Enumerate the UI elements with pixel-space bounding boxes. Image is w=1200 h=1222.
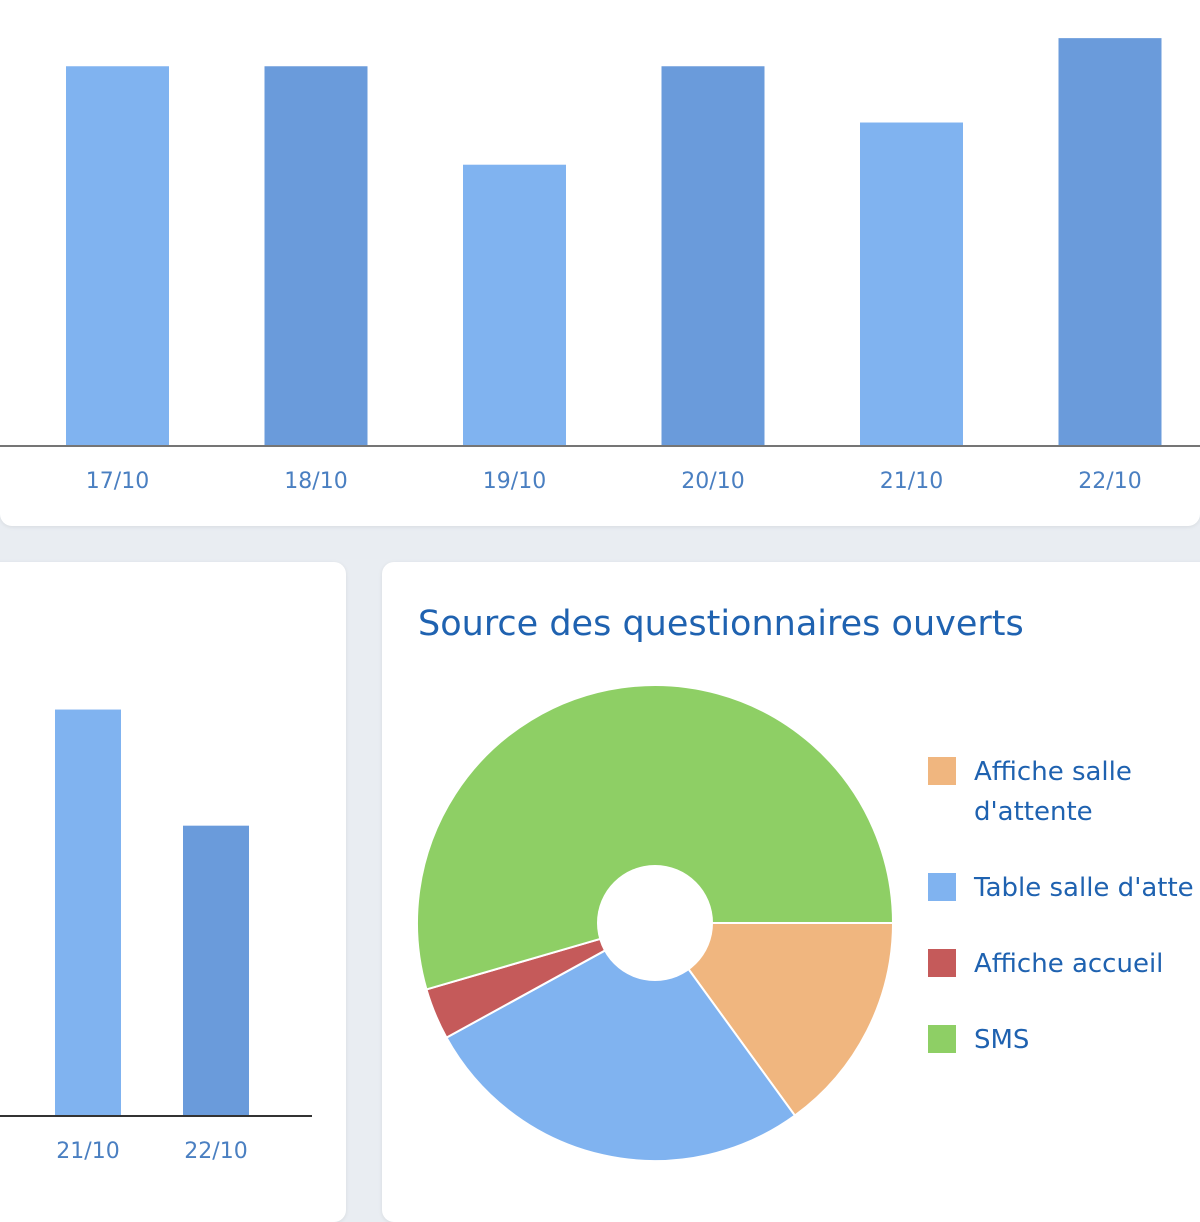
legend-item-sms[interactable]: SMS <box>928 1020 1029 1060</box>
legend-swatch <box>928 757 956 785</box>
bar-21/10[interactable] <box>860 122 963 447</box>
bar-19/10[interactable] <box>463 164 566 447</box>
legend-label: Affiche accueil <box>974 949 1164 979</box>
x-tick-label: 19/10 <box>483 469 546 494</box>
legend-label: Table salle d'atte <box>974 873 1194 903</box>
x-tick-label: 22/10 <box>184 1139 247 1164</box>
bar-20/10[interactable] <box>661 66 765 447</box>
x-tick-label: 17/10 <box>86 469 149 494</box>
secondary-bar-chart-card: 21/10 22/10 <box>0 562 346 1222</box>
bar-22/10[interactable] <box>183 825 249 1116</box>
daily-bar-chart-card: 17/10 18/10 19/10 20/10 21/10 22/10 <box>0 0 1200 526</box>
legend-swatch <box>928 873 956 901</box>
x-tick-label: 22/10 <box>1078 469 1141 494</box>
pie-chart-title: Source des questionnaires ouverts <box>418 604 1024 644</box>
pie-slice-1[interactable] <box>445 921 797 1162</box>
legend-item-affiche-accueil[interactable]: Affiche accueil <box>928 944 1163 984</box>
secondary-bar-chart: 21/10 22/10 <box>0 709 312 1164</box>
pie-slice-3[interactable] <box>416 684 895 991</box>
x-tick-label: 21/10 <box>56 1139 119 1164</box>
legend-item-affiche-salle[interactable]: Affiche salle d'attente <box>928 752 1132 832</box>
legend-swatch <box>928 1025 956 1053</box>
x-tick-label: 21/10 <box>880 469 943 494</box>
bar-22/10[interactable] <box>1058 38 1162 447</box>
x-tick-label: 20/10 <box>681 469 744 494</box>
legend-item-table-salle[interactable]: Table salle d'atte <box>928 868 1194 908</box>
donut-hole <box>597 865 713 981</box>
bar-17/10[interactable] <box>66 66 169 447</box>
bar-21/10[interactable] <box>55 709 121 1116</box>
pie-chart <box>416 684 895 1162</box>
legend-label: Affiche salle d'attente <box>974 757 1132 827</box>
legend-swatch <box>928 949 956 977</box>
bar-18/10[interactable] <box>264 66 368 447</box>
x-tick-label: 18/10 <box>284 469 347 494</box>
daily-bar-chart: 17/10 18/10 19/10 20/10 21/10 22/10 <box>0 38 1200 494</box>
legend-label: SMS <box>974 1025 1030 1055</box>
pie-slice-0[interactable] <box>653 922 895 1117</box>
pie-chart-card: Source des questionnaires ouverts Affich… <box>382 562 1200 1222</box>
